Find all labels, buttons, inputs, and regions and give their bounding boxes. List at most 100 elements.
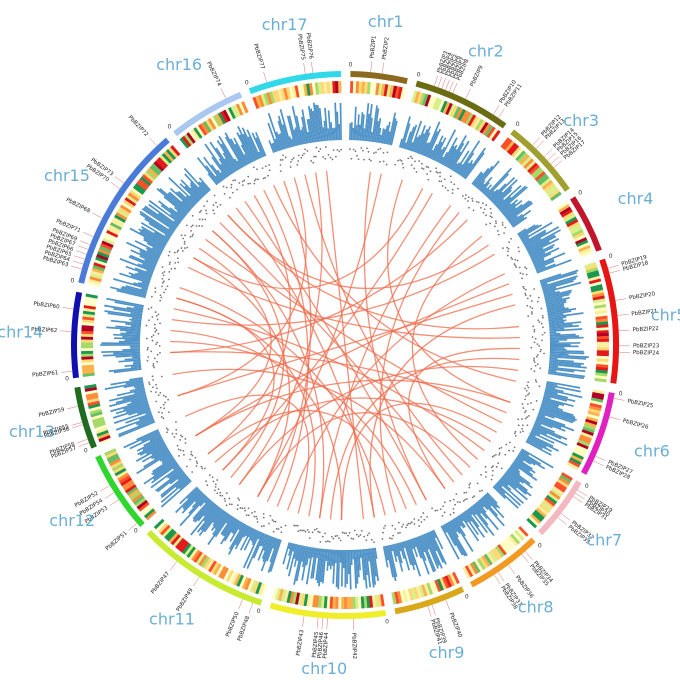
- scatter-point: [500, 467, 503, 470]
- scatter-point: [163, 280, 165, 283]
- heatmap-cell: [389, 85, 395, 98]
- histogram-bar: [189, 181, 205, 197]
- heatmap-cell: [263, 92, 271, 106]
- histogram-bar: [472, 172, 484, 186]
- zero-tick-chr6: 0: [619, 391, 623, 398]
- heatmap-cell: [98, 248, 111, 256]
- histogram-bar: [139, 210, 174, 234]
- scatter-point: [540, 348, 542, 351]
- scatter-point: [190, 229, 193, 232]
- histogram-bar: [448, 521, 459, 538]
- histogram-bar: [137, 408, 151, 415]
- heatmap-cell: [591, 392, 605, 398]
- histogram-bar: [145, 247, 162, 256]
- scatter-point: [272, 520, 275, 523]
- scatter-point: [228, 497, 231, 500]
- scatter-point: [161, 277, 164, 280]
- heatmap-cell: [84, 384, 97, 390]
- histogram-bar: [511, 216, 525, 227]
- histogram-bar: [375, 118, 382, 143]
- heatmap-cell: [81, 330, 94, 335]
- heatmap-cell: [383, 84, 389, 97]
- heatmap-cell: [188, 548, 199, 560]
- histogram-bar: [148, 222, 172, 238]
- heatmap-cell: [593, 298, 606, 304]
- histogram-bar: [397, 542, 402, 552]
- histogram-bar: [143, 238, 164, 251]
- scatter-point: [427, 178, 430, 181]
- histogram-bar: [443, 145, 455, 166]
- histogram-bar: [221, 516, 235, 536]
- histogram-bar: [480, 182, 490, 193]
- histogram-bar: [324, 107, 329, 141]
- histogram-bar: [464, 152, 485, 180]
- scatter-point: [366, 147, 368, 150]
- scatter-point: [504, 453, 507, 456]
- scatter-point: [525, 389, 528, 392]
- histogram-bar: [545, 384, 581, 393]
- histogram-bar: [408, 142, 414, 151]
- heatmap-cell: [94, 424, 107, 432]
- scatter-point: [540, 322, 543, 325]
- scatter-point: [521, 418, 523, 420]
- synteny-link: [219, 222, 455, 483]
- histogram-bar: [118, 421, 156, 438]
- histogram-bar: [190, 503, 217, 536]
- scatter-point: [537, 296, 540, 299]
- histogram-bar: [457, 140, 481, 175]
- heatmap-cell: [548, 189, 561, 199]
- heatmap-cell: [104, 232, 118, 241]
- ideogram-chr14: [70, 291, 83, 379]
- scatter-point: [533, 370, 536, 373]
- histogram-bar: [301, 109, 310, 144]
- heatmap-cell: [288, 86, 295, 99]
- histogram-bar: [425, 532, 443, 569]
- heatmap-cell: [174, 537, 185, 549]
- histogram-bar: [178, 190, 195, 207]
- heatmap-cell: [329, 596, 334, 609]
- histogram-bar: [312, 110, 319, 142]
- heatmap-cell: [503, 538, 514, 551]
- scatter-point: [225, 492, 228, 495]
- scatter-point: [177, 261, 180, 264]
- ideogram-chr13: [74, 386, 97, 449]
- ideogram-chr8: [469, 537, 536, 588]
- heatmap-cell: [460, 110, 469, 123]
- histogram-bar: [295, 115, 304, 145]
- scatter-point: [239, 507, 242, 509]
- histogram-bar: [131, 320, 142, 324]
- histogram-bar: [175, 476, 189, 489]
- scatter-point: [518, 266, 521, 269]
- histogram-bar: [106, 297, 144, 307]
- histogram-bar: [471, 505, 489, 526]
- heatmap-cell: [538, 175, 550, 186]
- scatter-point: [360, 529, 363, 532]
- heatmap-cell: [181, 542, 192, 555]
- histogram-bar: [440, 151, 449, 165]
- heatmap-cell: [157, 156, 169, 168]
- gene-tick: [149, 137, 158, 146]
- heatmap-cell: [246, 578, 255, 592]
- histogram-bar: [155, 469, 184, 492]
- scatter-point: [301, 154, 304, 157]
- heatmap-cell: [323, 81, 328, 94]
- scatter-track: [145, 146, 546, 544]
- histogram-bar: [316, 548, 320, 559]
- scatter-point: [475, 200, 478, 203]
- heatmap-cell: [502, 139, 513, 151]
- histogram-bar: [459, 162, 470, 176]
- histogram-bar: [179, 495, 208, 527]
- scatter-point: [443, 178, 446, 181]
- histogram-bar: [420, 535, 437, 572]
- scatter-point: [538, 385, 541, 388]
- histogram-bar: [229, 521, 243, 543]
- heatmap-cell: [181, 135, 192, 147]
- scatter-point: [205, 480, 208, 483]
- heatmap-cell: [81, 353, 94, 357]
- scatter-point: [150, 336, 153, 338]
- histogram-bar: [544, 391, 568, 399]
- heatmap-cell: [577, 242, 590, 250]
- histogram-bar: [547, 372, 585, 380]
- histogram-bar: [141, 263, 155, 270]
- histogram-bar: [413, 537, 423, 559]
